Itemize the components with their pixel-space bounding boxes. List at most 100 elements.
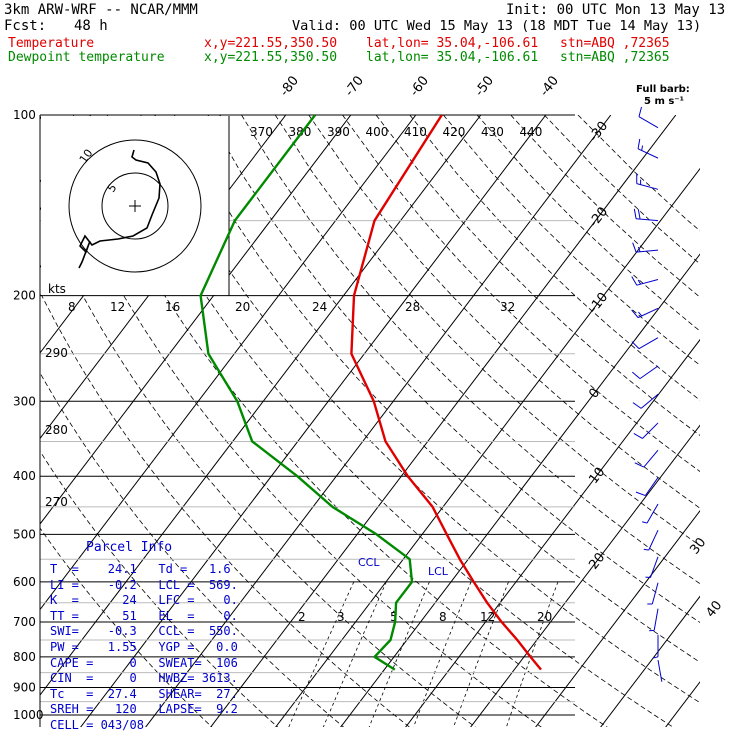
isotherm-line [40, 115, 352, 525]
parcel-info-row: K = 24 LFC = 0. [50, 593, 238, 607]
theta-label: 270 [45, 495, 68, 509]
wind-barb [657, 660, 663, 682]
theta-label: 420 [443, 125, 466, 139]
thetae-label: 8 [68, 300, 76, 314]
parcel-info-value: SWI= -0.3 CCL = 550. [50, 624, 238, 639]
dry-adiabat [40, 372, 345, 727]
parcel-info-row: CIN = 0 HWBZ= 3613. [50, 671, 238, 685]
barb-legend-title: Full barb: [636, 84, 690, 95]
isotherm-line [470, 424, 700, 727]
temperature-profile [350, 115, 542, 671]
thetae-label: 16 [165, 300, 180, 314]
mixing-ratio-label: 20 [537, 610, 552, 624]
theta-label: 440 [520, 125, 543, 139]
mixing-ratio-label: 5 [390, 610, 398, 624]
hodograph-ring [68, 139, 202, 273]
dry-adiabat [173, 115, 700, 663]
temperature-legend: Temperature [8, 36, 95, 51]
wind-barb [632, 393, 659, 409]
dry-adiabat [544, 115, 700, 265]
wind-barb [638, 106, 659, 129]
mixing-ratio-line [368, 581, 430, 727]
parcel-info-row: CELL = 043/08 [50, 718, 166, 732]
isotherm-label: -40 [537, 73, 562, 99]
dry-adiabat [510, 115, 700, 298]
parcel-info-value: PW = 1.55 YGP = 0.0 [50, 640, 238, 654]
dry-adiabat [40, 115, 542, 727]
theta-label: 290 [45, 346, 68, 360]
parcel-info-value: SREH = 120 LAPSE= 9.2 [50, 702, 238, 717]
dry-adiabat [375, 115, 700, 436]
isotherm-line [665, 681, 700, 727]
thetae-label: 20 [235, 300, 250, 314]
temperature-latlon: lat,lon= 35.04,-106.61 [366, 36, 539, 51]
isotherm-line [40, 115, 417, 611]
thetae-label: 24 [312, 300, 327, 314]
parcel-info-value: CAPE = 0 SWEAT= 106 [50, 655, 238, 670]
isotherm-line [40, 115, 482, 696]
pressure-tick-label: 700 [13, 615, 36, 629]
parcel-info-title: Parcel Info [86, 540, 173, 555]
parcel-info-row: T = 24.1 Td = 1.6 [50, 562, 231, 576]
model-title: 3km ARW-WRF -- NCAR/MMM [4, 2, 198, 18]
isotherm-line [275, 167, 700, 727]
theta-label: 430 [481, 125, 504, 139]
dry-adiabat [72, 115, 608, 727]
theta-label: 400 [366, 125, 389, 139]
parcel-info-value: K = 24 LFC = 0. [50, 593, 238, 608]
mixing-ratio-line [288, 581, 355, 727]
temperature-xy: x,y=221.55,350.50 [204, 36, 338, 51]
wind-barb [634, 449, 659, 468]
dry-adiabat [40, 450, 279, 727]
isotherm-label: -70 [342, 73, 367, 99]
pressure-tick-label: 300 [13, 394, 36, 408]
isotherm-label: 0 [586, 386, 603, 402]
thetae-label: 12 [110, 300, 125, 314]
parcel-info-value: CELL = 043/08 [50, 718, 166, 732]
wind-barb [635, 477, 659, 497]
wind-barb [636, 173, 659, 190]
isotherm-label: -30 [586, 119, 611, 145]
wind-barb [637, 138, 659, 159]
parcel-info-row: SWI= -0.3 CCL = 550. [50, 624, 238, 638]
mixing-ratio-label: 3 [337, 610, 345, 624]
valid-time: Valid: 00 UTC Wed 15 May 13 (18 MDT Tue … [292, 18, 702, 34]
isotherm-label: 30 [687, 535, 709, 557]
theta-label: 410 [404, 125, 427, 139]
parcel-info-row: SREH = 120 LAPSE= 9.2 [50, 702, 238, 716]
pressure-tick-label: 200 [13, 289, 36, 303]
dry-adiabat [443, 115, 700, 366]
wind-barb [631, 337, 659, 350]
parcel-info-value: LI = -0.2 LCL = 569. [50, 577, 238, 592]
dewpoint-legend: Dewpoint temperature [8, 50, 165, 65]
temperature-station: stn=ABQ ,72365 [560, 36, 670, 51]
hodograph-units: kts [48, 282, 66, 296]
hodograph-ring [101, 172, 169, 240]
dewpoint-station: stn=ABQ ,72365 [560, 50, 670, 65]
parcel-info-value: TT = 51 EL = 0. [50, 608, 238, 623]
parcel-info-row: CAPE = 0 SWEAT= 106 [50, 656, 238, 670]
dry-adiabat [106, 115, 674, 727]
theta-label: 370 [250, 125, 273, 139]
ccl-label: CCL [358, 556, 380, 569]
parcel-info-row: TT = 51 EL = 0. [50, 609, 238, 623]
hodograph-trace [78, 149, 161, 269]
pressure-tick-label: 900 [13, 681, 36, 695]
isotherm-line [730, 115, 740, 728]
forecast-label: Fcst: [4, 18, 47, 34]
dry-adiabat [409, 115, 700, 401]
dry-adiabat [40, 205, 476, 727]
init-time: Init: 00 UTC Mon 13 May 13 [506, 2, 726, 18]
parcel-info-value: T = 24.1 Td = 1.6 [50, 562, 231, 576]
parcel-info-value: CIN = 0 HWBZ= 3613. [50, 671, 238, 686]
lcl-label: LCL [428, 565, 449, 578]
parcel-info-value: Tc = 27.4 SHEAR= 27. [50, 686, 238, 701]
isotherm-label: -10 [586, 290, 611, 316]
parcel-info-row: Tc = 27.4 SHEAR= 27. [50, 687, 238, 701]
wind-barb [633, 208, 659, 222]
parcel-info-row: LI = -0.2 LCL = 569. [50, 578, 238, 592]
wind-barb [645, 556, 659, 579]
mixing-ratio-line [322, 581, 387, 727]
pressure-tick-label: 400 [13, 469, 36, 483]
